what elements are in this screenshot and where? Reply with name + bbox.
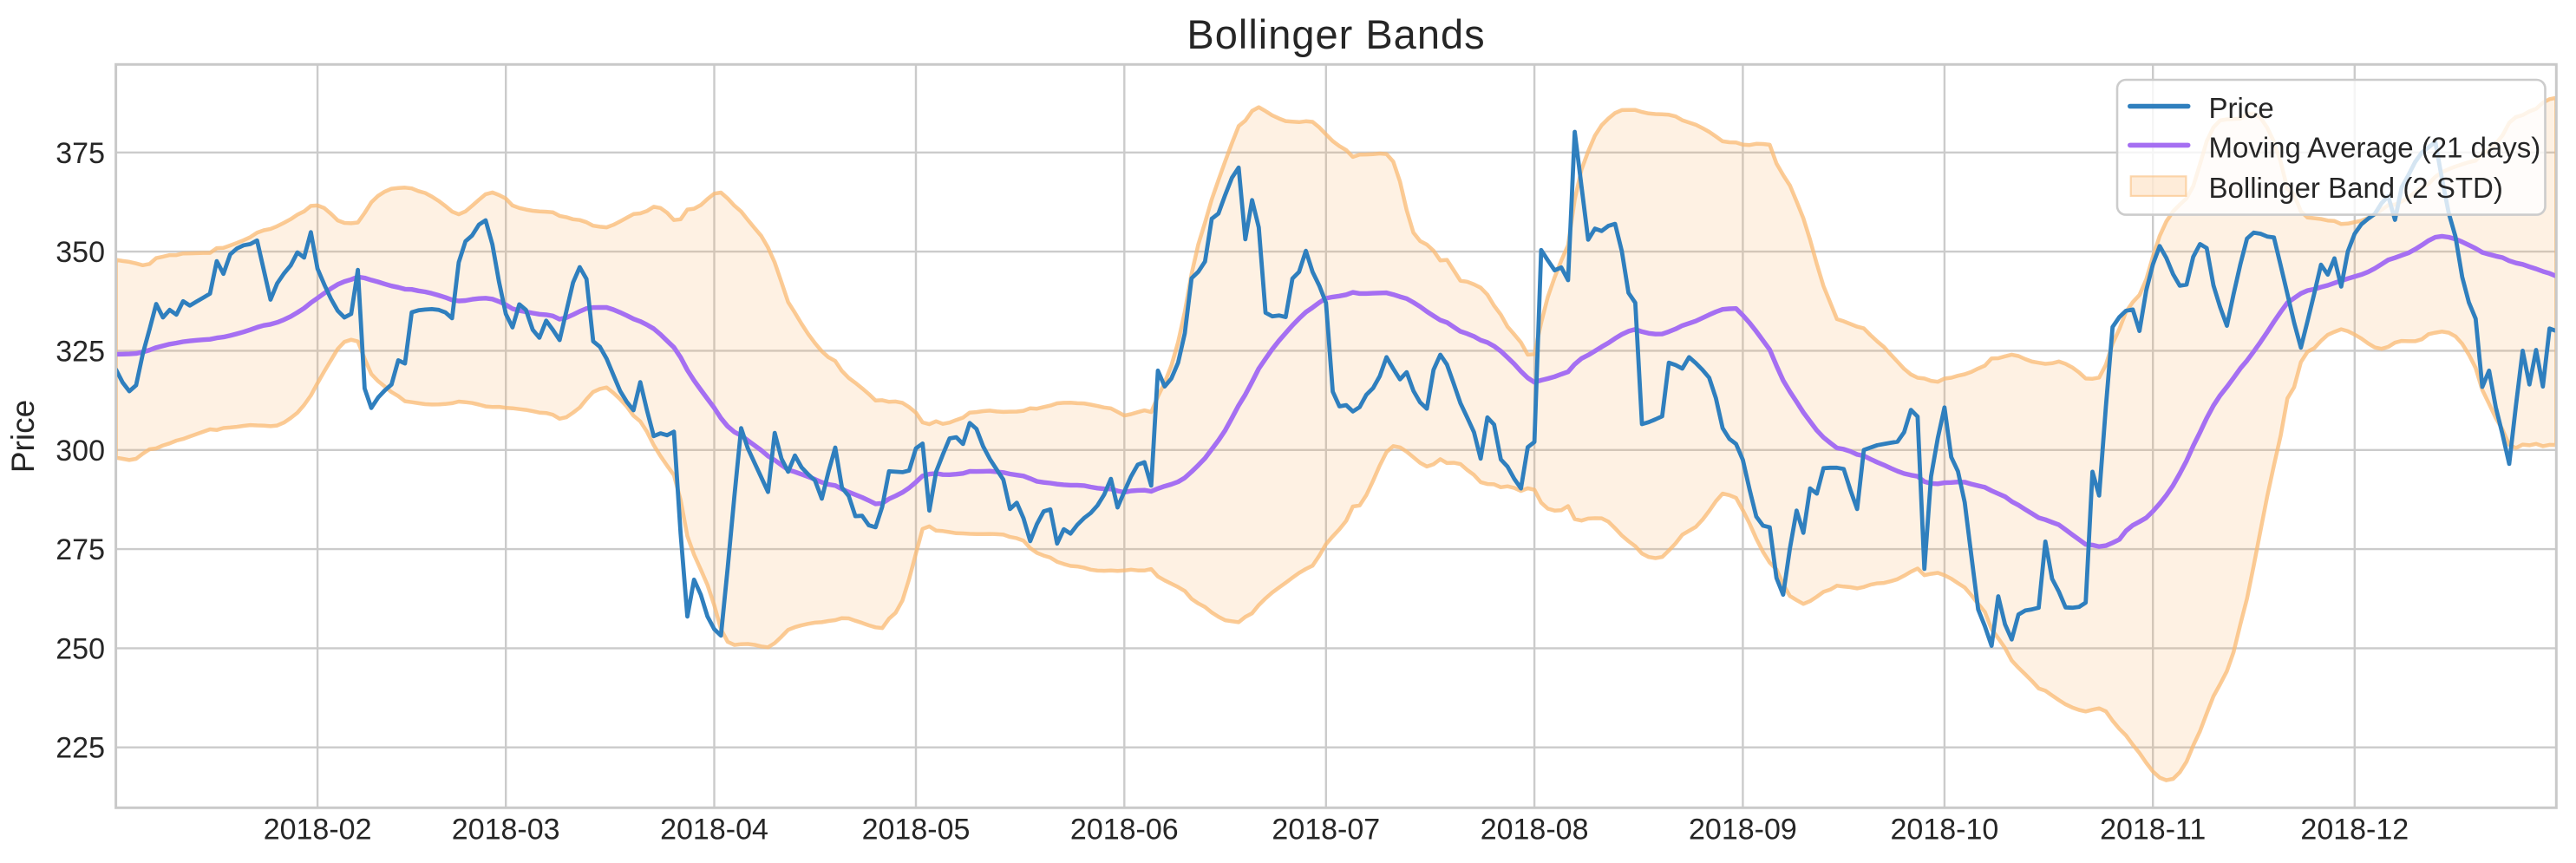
- svg-text:2018-02: 2018-02: [264, 814, 372, 847]
- svg-text:Price: Price: [5, 400, 41, 473]
- svg-text:275: 275: [56, 533, 105, 566]
- svg-text:325: 325: [56, 335, 105, 368]
- svg-text:350: 350: [56, 236, 105, 269]
- svg-text:2018-07: 2018-07: [1272, 814, 1380, 847]
- svg-text:Price: Price: [2209, 92, 2274, 124]
- svg-text:2018-11: 2018-11: [2100, 814, 2206, 847]
- svg-text:2018-03: 2018-03: [452, 814, 560, 847]
- svg-text:2018-04: 2018-04: [660, 814, 768, 847]
- svg-text:Bollinger Bands: Bollinger Bands: [1187, 11, 1485, 57]
- svg-text:2018-12: 2018-12: [2300, 814, 2409, 847]
- svg-text:2018-06: 2018-06: [1070, 814, 1179, 847]
- svg-text:Bollinger Band (2 STD): Bollinger Band (2 STD): [2209, 172, 2503, 204]
- svg-text:2018-10: 2018-10: [1891, 814, 1999, 847]
- svg-text:300: 300: [56, 435, 105, 467]
- svg-text:375: 375: [56, 137, 105, 170]
- svg-text:2018-05: 2018-05: [862, 814, 971, 847]
- svg-text:225: 225: [56, 732, 105, 765]
- svg-text:2018-08: 2018-08: [1481, 814, 1589, 847]
- svg-text:250: 250: [56, 632, 105, 665]
- svg-text:2018-09: 2018-09: [1689, 814, 1797, 847]
- svg-text:Moving Average (21 days): Moving Average (21 days): [2209, 132, 2541, 164]
